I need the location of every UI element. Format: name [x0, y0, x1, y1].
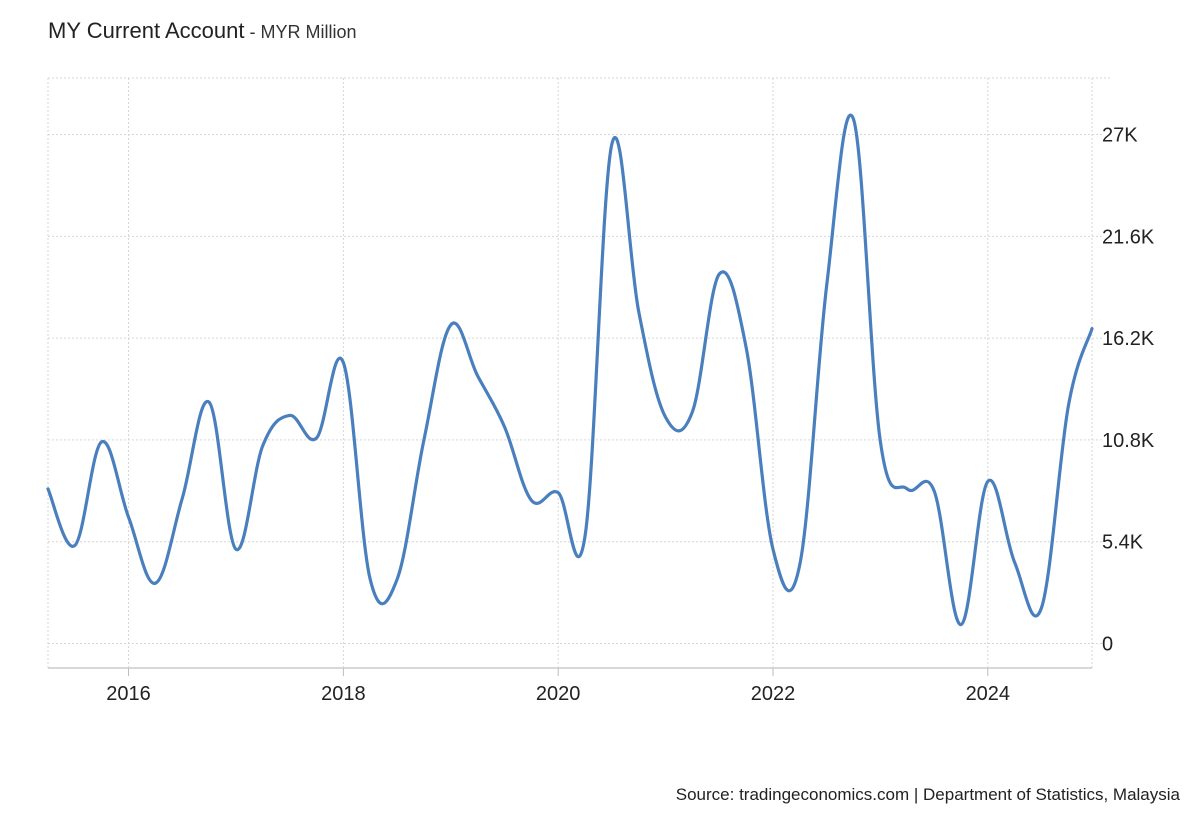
x-tick-label: 2024	[966, 683, 1011, 705]
y-tick-label: 21.6K	[1102, 226, 1155, 248]
chart-subtitle: - MYR Million	[244, 22, 357, 42]
y-tick-label: 10.8K	[1102, 430, 1155, 452]
y-tick-label: 0	[1102, 633, 1113, 655]
y-tick-label: 5.4K	[1102, 532, 1144, 554]
series-line	[46, 113, 1094, 627]
x-tick-label: 2018	[321, 683, 366, 705]
x-tick-label: 2016	[106, 683, 151, 705]
x-tick-label: 2020	[536, 683, 581, 705]
y-tick-label: 27K	[1102, 125, 1138, 147]
source-note: Source: tradingeconomics.com | Departmen…	[675, 785, 1180, 804]
x-tick-label: 2022	[751, 683, 796, 705]
chart-title: MY Current Account	[48, 18, 245, 43]
y-tick-label: 16.2K	[1102, 328, 1155, 350]
chart-title-row: MY Current Account - MYR Million	[48, 18, 356, 44]
